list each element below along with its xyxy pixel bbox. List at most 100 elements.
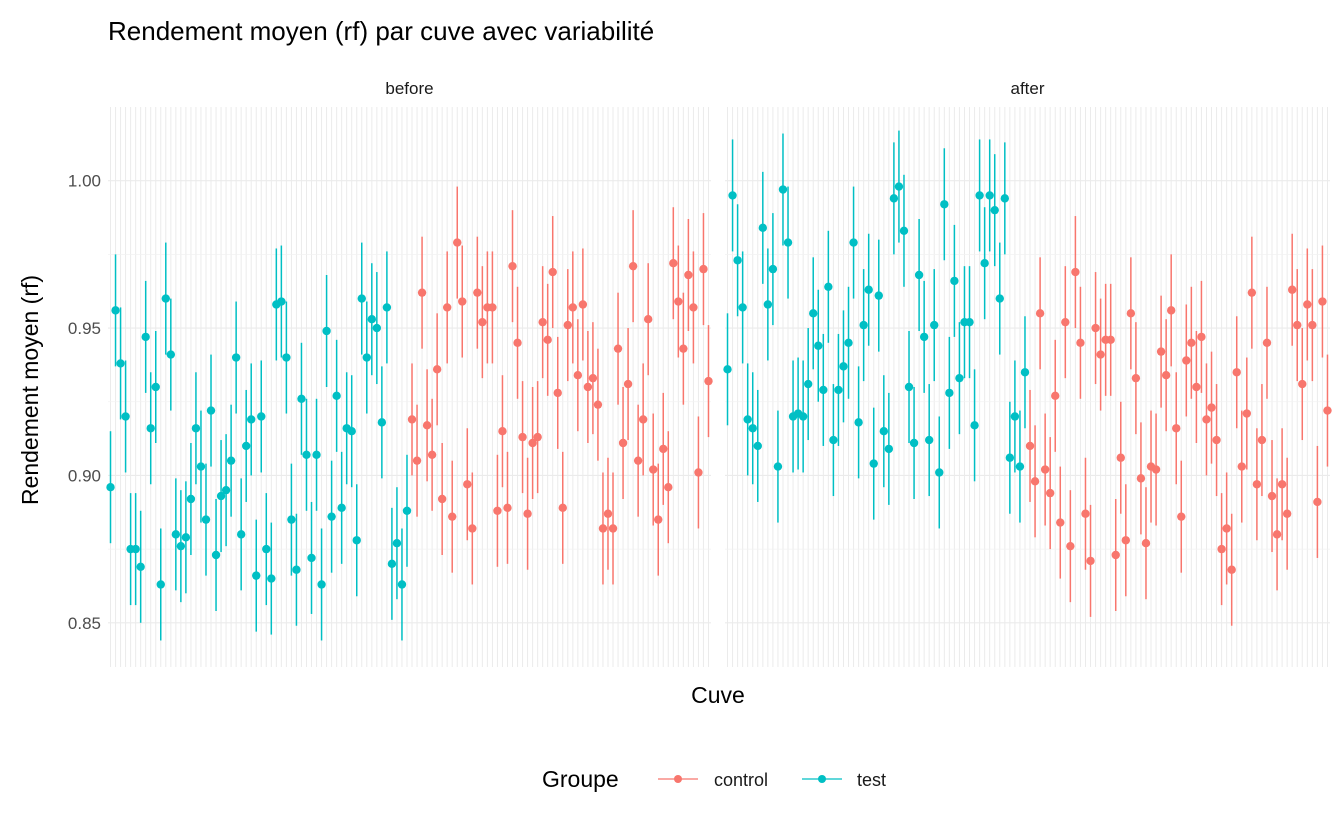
- point-test: [186, 494, 196, 504]
- point-control: [1257, 435, 1267, 445]
- point-control: [493, 506, 502, 515]
- point-test: [131, 544, 140, 554]
- point-control: [568, 303, 578, 312]
- point-control: [618, 438, 628, 448]
- point-control: [654, 515, 663, 524]
- point-test: [965, 317, 974, 327]
- point-test: [292, 565, 301, 574]
- point-test: [773, 462, 783, 471]
- point-control: [558, 503, 567, 513]
- point-control: [1247, 288, 1257, 297]
- point-test: [728, 191, 737, 200]
- point-test: [201, 515, 211, 524]
- point-control: [1272, 530, 1282, 539]
- point-control: [1202, 415, 1211, 424]
- point-control: [427, 450, 437, 459]
- point-control: [1277, 480, 1287, 489]
- point-control: [1166, 306, 1176, 315]
- point-control: [513, 338, 522, 347]
- point-test: [975, 191, 984, 200]
- point-test: [839, 362, 848, 371]
- point-control: [1151, 465, 1161, 474]
- point-test: [392, 539, 402, 548]
- point-test: [814, 341, 823, 350]
- facet-strip-label: before: [385, 79, 433, 98]
- point-control: [1172, 424, 1181, 433]
- point-control: [1081, 509, 1090, 518]
- point-control: [1318, 297, 1327, 306]
- point-test: [397, 580, 407, 589]
- point-control: [1293, 320, 1302, 330]
- point-test: [1015, 462, 1025, 471]
- point-control: [613, 344, 623, 353]
- point-control: [448, 512, 457, 521]
- point-control: [488, 303, 497, 312]
- point-test: [930, 320, 939, 330]
- point-control: [407, 415, 417, 424]
- point-test: [317, 580, 326, 589]
- point-test: [267, 574, 276, 583]
- point-control: [704, 376, 713, 386]
- point-test: [181, 533, 191, 542]
- point-test: [995, 294, 1004, 303]
- point-control: [1313, 497, 1322, 507]
- point-control: [442, 303, 452, 312]
- point-control: [1086, 556, 1095, 566]
- point-test: [161, 294, 170, 303]
- point-test: [985, 191, 994, 200]
- point-test: [899, 226, 909, 235]
- point-control: [1252, 480, 1262, 489]
- point-test: [196, 462, 206, 471]
- point-test: [803, 379, 813, 389]
- point-test: [940, 200, 949, 209]
- point-test: [894, 182, 904, 191]
- point-control: [623, 379, 633, 389]
- facet-strip-label: after: [1010, 79, 1044, 98]
- point-test: [834, 385, 843, 395]
- point-control: [1111, 550, 1120, 560]
- point-control: [1182, 356, 1191, 365]
- point-control: [1323, 406, 1332, 415]
- x-axis-title: Cuve: [691, 682, 745, 708]
- legend-title: Groupe: [542, 766, 619, 792]
- point-control: [458, 297, 467, 306]
- point-test: [151, 382, 160, 392]
- y-axis-title: Rendement moyen (rf): [17, 275, 43, 505]
- point-test: [166, 350, 176, 359]
- point-test: [970, 421, 979, 430]
- point-test: [367, 315, 377, 324]
- y-tick-label: 0.90: [68, 466, 101, 485]
- point-control: [1192, 382, 1201, 392]
- point-test: [382, 303, 392, 312]
- point-test: [252, 571, 261, 580]
- point-control: [583, 382, 593, 392]
- point-control: [533, 432, 542, 442]
- point-control: [643, 315, 653, 324]
- point-test: [864, 285, 873, 294]
- point-control: [1161, 371, 1171, 380]
- point-test: [141, 332, 150, 342]
- point-test: [1000, 194, 1010, 203]
- point-test: [909, 438, 919, 448]
- point-control: [1227, 565, 1236, 574]
- point-control: [1121, 536, 1131, 545]
- point-test: [171, 530, 181, 539]
- point-test: [287, 515, 296, 524]
- point-test: [277, 297, 286, 306]
- point-control: [528, 438, 537, 448]
- point-test: [935, 468, 944, 477]
- point-control: [1177, 512, 1186, 521]
- point-control: [669, 259, 678, 268]
- point-control: [694, 468, 703, 477]
- point-test: [116, 359, 125, 368]
- point-control: [473, 288, 482, 297]
- point-test: [874, 291, 883, 300]
- point-test: [884, 444, 894, 454]
- point-control: [1156, 347, 1166, 356]
- point-test: [216, 491, 226, 501]
- point-test: [950, 276, 959, 286]
- legend-key-control: [658, 775, 698, 783]
- point-control: [638, 415, 648, 424]
- point-test: [809, 309, 818, 318]
